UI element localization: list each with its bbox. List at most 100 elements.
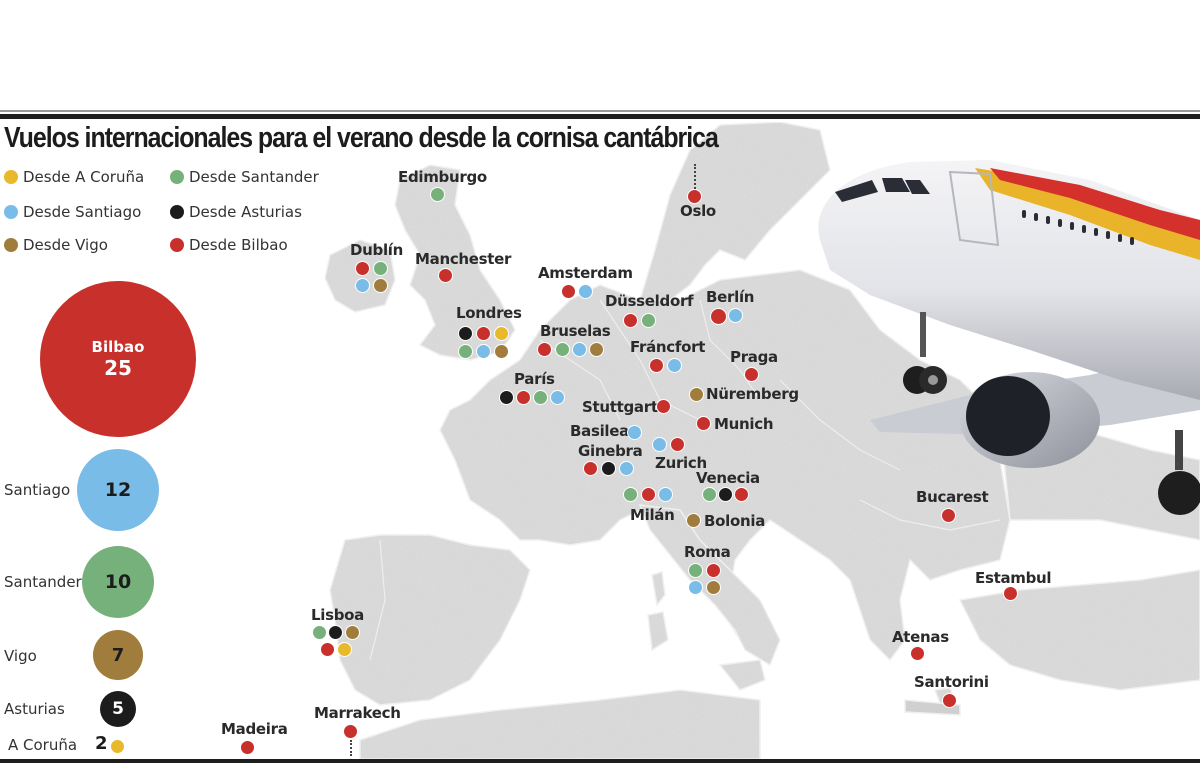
marker-bilbao[interactable]	[942, 693, 957, 708]
marker-asturias[interactable]	[328, 625, 343, 640]
legend-label: Desde Vigo	[23, 236, 108, 254]
marker-santiago[interactable]	[578, 284, 593, 299]
legend-item-bilbao: Desde Bilbao	[170, 236, 288, 254]
marker-asturias[interactable]	[718, 487, 733, 502]
marker-santander[interactable]	[312, 625, 327, 640]
marker-bilbao[interactable]	[710, 308, 727, 325]
marker-bilbao[interactable]	[656, 399, 671, 414]
city-label-santorini: Santorini	[914, 673, 989, 691]
marker-bilbao[interactable]	[583, 461, 598, 476]
marker-santiago[interactable]	[627, 425, 642, 440]
legend-item-asturias: Desde Asturias	[170, 203, 302, 221]
city-label-venecia: Venecia	[696, 469, 760, 487]
city-label-edimburgo: Edimburgo	[398, 168, 487, 186]
bubble-caption-asturias: Asturias	[4, 700, 65, 718]
city-label-ginebra: Ginebra	[578, 442, 643, 460]
marker-santander[interactable]	[555, 342, 570, 357]
bubble-caption-santiago: Santiago	[4, 481, 71, 499]
legend-label: Desde Santander	[189, 168, 319, 186]
marker-asturias[interactable]	[458, 326, 473, 341]
marker-bilbao[interactable]	[734, 487, 749, 502]
marker-santander[interactable]	[623, 487, 638, 502]
bubble-vigo: 7	[93, 630, 143, 680]
city-label-stuttgart: Stuttgart	[582, 398, 658, 416]
city-label-bolonia: Bolonia	[704, 512, 766, 530]
marker-bilbao[interactable]	[706, 563, 721, 578]
marker-vigo[interactable]	[373, 278, 388, 293]
legend-item-vigo: Desde Vigo	[4, 236, 108, 254]
city-label-nuremberg: Nüremberg	[706, 385, 799, 403]
marker-bilbao[interactable]	[649, 358, 664, 373]
marker-santiago[interactable]	[658, 487, 673, 502]
europe-map	[324, 121, 1200, 759]
marker-bilbao[interactable]	[476, 326, 491, 341]
marker-a-coruna[interactable]	[494, 326, 509, 341]
marker-bilbao[interactable]	[641, 487, 656, 502]
marker-bilbao[interactable]	[343, 724, 358, 739]
marker-bilbao[interactable]	[537, 342, 552, 357]
marker-santiago[interactable]	[550, 390, 565, 405]
marker-santiago[interactable]	[667, 358, 682, 373]
page-title: Vuelos internacionales para el verano de…	[4, 122, 719, 154]
marker-santander[interactable]	[688, 563, 703, 578]
marker-santiago[interactable]	[619, 461, 634, 476]
marker-santander[interactable]	[641, 313, 656, 328]
marker-bilbao[interactable]	[320, 642, 335, 657]
city-label-dublin: Dublín	[350, 241, 404, 259]
marker-bilbao[interactable]	[240, 740, 255, 755]
marker-santiago[interactable]	[728, 308, 743, 323]
marker-bilbao[interactable]	[670, 437, 685, 452]
brown-dot-icon	[4, 238, 18, 252]
marker-vigo[interactable]	[689, 387, 704, 402]
city-label-atenas: Atenas	[892, 628, 949, 646]
marker-santander[interactable]	[533, 390, 548, 405]
marker-bilbao[interactable]	[438, 268, 453, 283]
marker-santiago[interactable]	[688, 580, 703, 595]
bubble-santiago: 12	[77, 449, 159, 531]
marker-santander[interactable]	[702, 487, 717, 502]
legend-label: Desde A Coruña	[23, 168, 145, 186]
marker-santiago[interactable]	[572, 342, 587, 357]
marker-bilbao[interactable]	[561, 284, 576, 299]
marker-bilbao[interactable]	[910, 646, 925, 661]
marker-santander[interactable]	[458, 344, 473, 359]
marker-santander[interactable]	[373, 261, 388, 276]
marker-bilbao[interactable]	[355, 261, 370, 276]
marker-vigo[interactable]	[345, 625, 360, 640]
marker-a-coruna[interactable]	[337, 642, 352, 657]
marker-santiago[interactable]	[476, 344, 491, 359]
city-label-marrakech: Marrakech	[314, 704, 401, 722]
offmap-arrow-down-icon	[350, 740, 352, 756]
city-label-basilea: Basilea	[570, 422, 629, 440]
marker-bilbao[interactable]	[696, 416, 711, 431]
marker-bilbao[interactable]	[744, 367, 759, 382]
bubble-a-coruna	[111, 740, 124, 753]
marker-bilbao[interactable]	[687, 189, 702, 204]
marker-bilbao[interactable]	[516, 390, 531, 405]
legend-item-santander: Desde Santander	[170, 168, 319, 186]
marker-vigo[interactable]	[589, 342, 604, 357]
bubble-caption-a-coruna: A Coruña	[8, 736, 78, 754]
airplane-illustration	[818, 160, 1200, 515]
marker-vigo[interactable]	[686, 513, 701, 528]
marker-bilbao[interactable]	[623, 313, 638, 328]
legend-label: Desde Asturias	[189, 203, 302, 221]
marker-santiago[interactable]	[355, 278, 370, 293]
city-label-estambul: Estambul	[975, 569, 1052, 587]
marker-bilbao[interactable]	[941, 508, 956, 523]
legend-item-a-coruna: Desde A Coruña	[4, 168, 144, 186]
city-label-munich: Munich	[714, 415, 774, 433]
city-label-francfort: Fráncfort	[630, 338, 706, 356]
city-label-londres: Londres	[456, 304, 522, 322]
marker-santander[interactable]	[430, 187, 445, 202]
city-label-dusseldorf: Düsseldorf	[605, 292, 694, 310]
marker-santiago[interactable]	[652, 437, 667, 452]
marker-vigo[interactable]	[706, 580, 721, 595]
city-label-praga: Praga	[730, 348, 778, 366]
marker-asturias[interactable]	[601, 461, 616, 476]
city-label-bucarest: Bucarest	[916, 488, 989, 506]
marker-asturias[interactable]	[499, 390, 514, 405]
marker-vigo[interactable]	[494, 344, 509, 359]
blue-dot-icon	[4, 205, 18, 219]
marker-bilbao[interactable]	[1003, 586, 1018, 601]
